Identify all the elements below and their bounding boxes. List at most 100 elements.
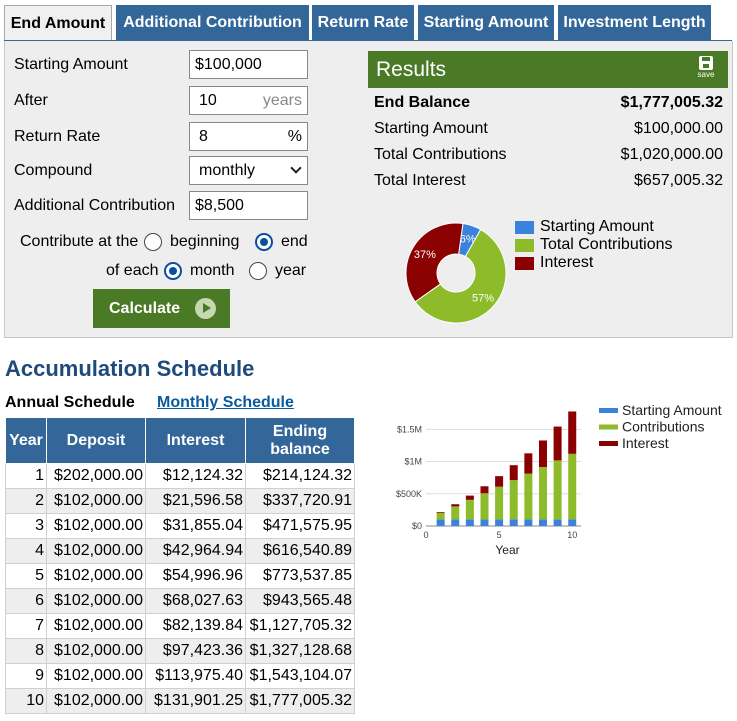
table-cell: $214,124.32: [245, 463, 355, 489]
legend-swatch: [515, 239, 534, 252]
x-tick-label: 5: [497, 530, 502, 540]
result-value: $1,020,000.00: [620, 146, 723, 163]
table-row: 6 $102,000.00 $68,027.63 $943,565.48: [5, 588, 355, 614]
contribute-end-radio[interactable]: [255, 233, 273, 251]
table-cell: $1,543,104.07: [245, 663, 355, 689]
results-donut-chart: 6% 57% 37%: [405, 222, 507, 324]
bar-segment: [538, 440, 547, 467]
monthly-schedule-link[interactable]: Monthly Schedule: [157, 394, 294, 411]
bar-segment: [465, 499, 474, 520]
table-cell: 4: [5, 538, 47, 564]
table-cell: $471,575.95: [245, 513, 355, 539]
return-rate-input[interactable]: 8 %: [189, 122, 308, 151]
save-label: save: [697, 70, 715, 79]
result-value: $100,000.00: [634, 120, 723, 137]
result-label: End Balance: [374, 94, 471, 111]
table-row: 1 $202,000.00 $12,124.32 $214,124.32: [5, 463, 355, 489]
table-cell: $337,720.91: [245, 488, 355, 514]
column-header: Deposit: [46, 417, 146, 464]
calculate-button[interactable]: Calculate: [93, 289, 230, 328]
tab-return-rate[interactable]: Return Rate: [312, 5, 414, 41]
bar-segment: [553, 519, 562, 526]
bar-segment: [480, 519, 489, 526]
legend-swatch: [515, 221, 534, 234]
pie-legend-interest: Interest: [515, 254, 593, 272]
bar-segment: [480, 493, 489, 520]
table-cell: $202,000.00: [46, 463, 146, 489]
pie-slice: [405, 222, 464, 303]
table-cell: $102,000.00: [46, 488, 146, 514]
accumulation-schedule-title: Accumulation Schedule: [5, 356, 255, 381]
tab-investment-length[interactable]: Investment Length: [558, 5, 711, 41]
table-cell: $102,000.00: [46, 588, 146, 614]
contribute-at-label: Contribute at the: [20, 233, 139, 250]
table-cell: 7: [5, 613, 47, 639]
bar-segment: [568, 453, 577, 520]
result-row: End Balance $1,777,005.32: [374, 94, 723, 116]
period-month-label: month: [190, 262, 235, 279]
bar-segment: [568, 411, 577, 454]
bar-segment: [509, 519, 518, 526]
after-input[interactable]: 10 years: [189, 86, 308, 115]
tab-starting-amount[interactable]: Starting Amount: [418, 5, 554, 41]
legend-label: Total Contributions: [540, 236, 673, 253]
legend-swatch: [599, 441, 618, 446]
table-cell: $102,000.00: [46, 563, 146, 589]
period-month-radio[interactable]: [164, 262, 182, 280]
bar-legend-label: Starting Amount: [622, 402, 722, 418]
table-cell: $102,000.00: [46, 513, 146, 539]
tab-additional-contribution[interactable]: Additional Contribution: [116, 5, 309, 41]
starting-amount-input[interactable]: $100,000: [189, 50, 308, 79]
bar-segment: [495, 519, 504, 526]
bar-legend-label: Contributions: [622, 419, 705, 435]
save-button[interactable]: save: [692, 56, 720, 82]
table-row: 2 $102,000.00 $21,596.58 $337,720.91: [5, 488, 355, 514]
additional-contribution-input[interactable]: $8,500: [189, 191, 308, 220]
pie-slice: [414, 228, 507, 324]
table-row: 8 $102,000.00 $97,423.36 $1,327,128.68: [5, 638, 355, 664]
schedule-header-row: Year Deposit Interest Ending balance: [5, 417, 355, 464]
contribute-end-label: end: [281, 233, 308, 250]
result-row: Starting Amount $100,000.00: [374, 120, 723, 142]
table-cell: $773,537.85: [245, 563, 355, 589]
y-tick-label: $1M: [404, 457, 422, 467]
table-row: 5 $102,000.00 $54,996.96 $773,537.85: [5, 563, 355, 589]
play-icon: [195, 298, 216, 319]
table-cell: $943,565.48: [245, 588, 355, 614]
result-label: Total Contributions: [374, 146, 507, 163]
results-title: Results: [376, 58, 447, 81]
save-icon: [699, 56, 713, 70]
schedule-body: 1 $202,000.00 $12,124.32 $214,124.32 2 $102,0…: [5, 463, 355, 714]
bar-segment: [451, 504, 460, 507]
column-header: Interest: [145, 417, 246, 464]
percent-suffix: %: [287, 128, 302, 145]
of-each-label: of each: [106, 262, 159, 279]
compound-select[interactable]: monthly: [189, 156, 308, 185]
tab-underline: [4, 40, 732, 41]
bar-segment: [436, 512, 445, 513]
period-year-radio[interactable]: [249, 262, 267, 280]
bar-segment: [451, 506, 460, 520]
table-cell: $102,000.00: [46, 538, 146, 564]
contribute-beginning-radio[interactable]: [144, 233, 162, 251]
legend-swatch: [599, 408, 618, 413]
bar-segment: [568, 519, 577, 526]
bar-segment: [553, 426, 562, 461]
tab-end-amount[interactable]: End Amount: [4, 5, 112, 42]
pie-slice-label: 6%: [460, 233, 476, 245]
table-cell: 5: [5, 563, 47, 589]
table-cell: $616,540.89: [245, 538, 355, 564]
bar-segment: [509, 465, 518, 481]
bar-segment: [524, 519, 533, 526]
result-row: Total Interest $657,005.32: [374, 172, 723, 194]
bar-segment: [480, 486, 489, 494]
chevron-down-icon: [290, 162, 302, 174]
result-label: Starting Amount: [374, 120, 488, 137]
pie-slice-label: 37%: [414, 249, 436, 261]
table-cell: 3: [5, 513, 47, 539]
column-header: Ending balance: [245, 417, 355, 464]
pie-legend-contributions: Total Contributions: [515, 236, 673, 254]
bar-segment: [495, 486, 504, 520]
x-axis-title: Year: [495, 543, 519, 557]
period-year-label: year: [275, 262, 307, 279]
